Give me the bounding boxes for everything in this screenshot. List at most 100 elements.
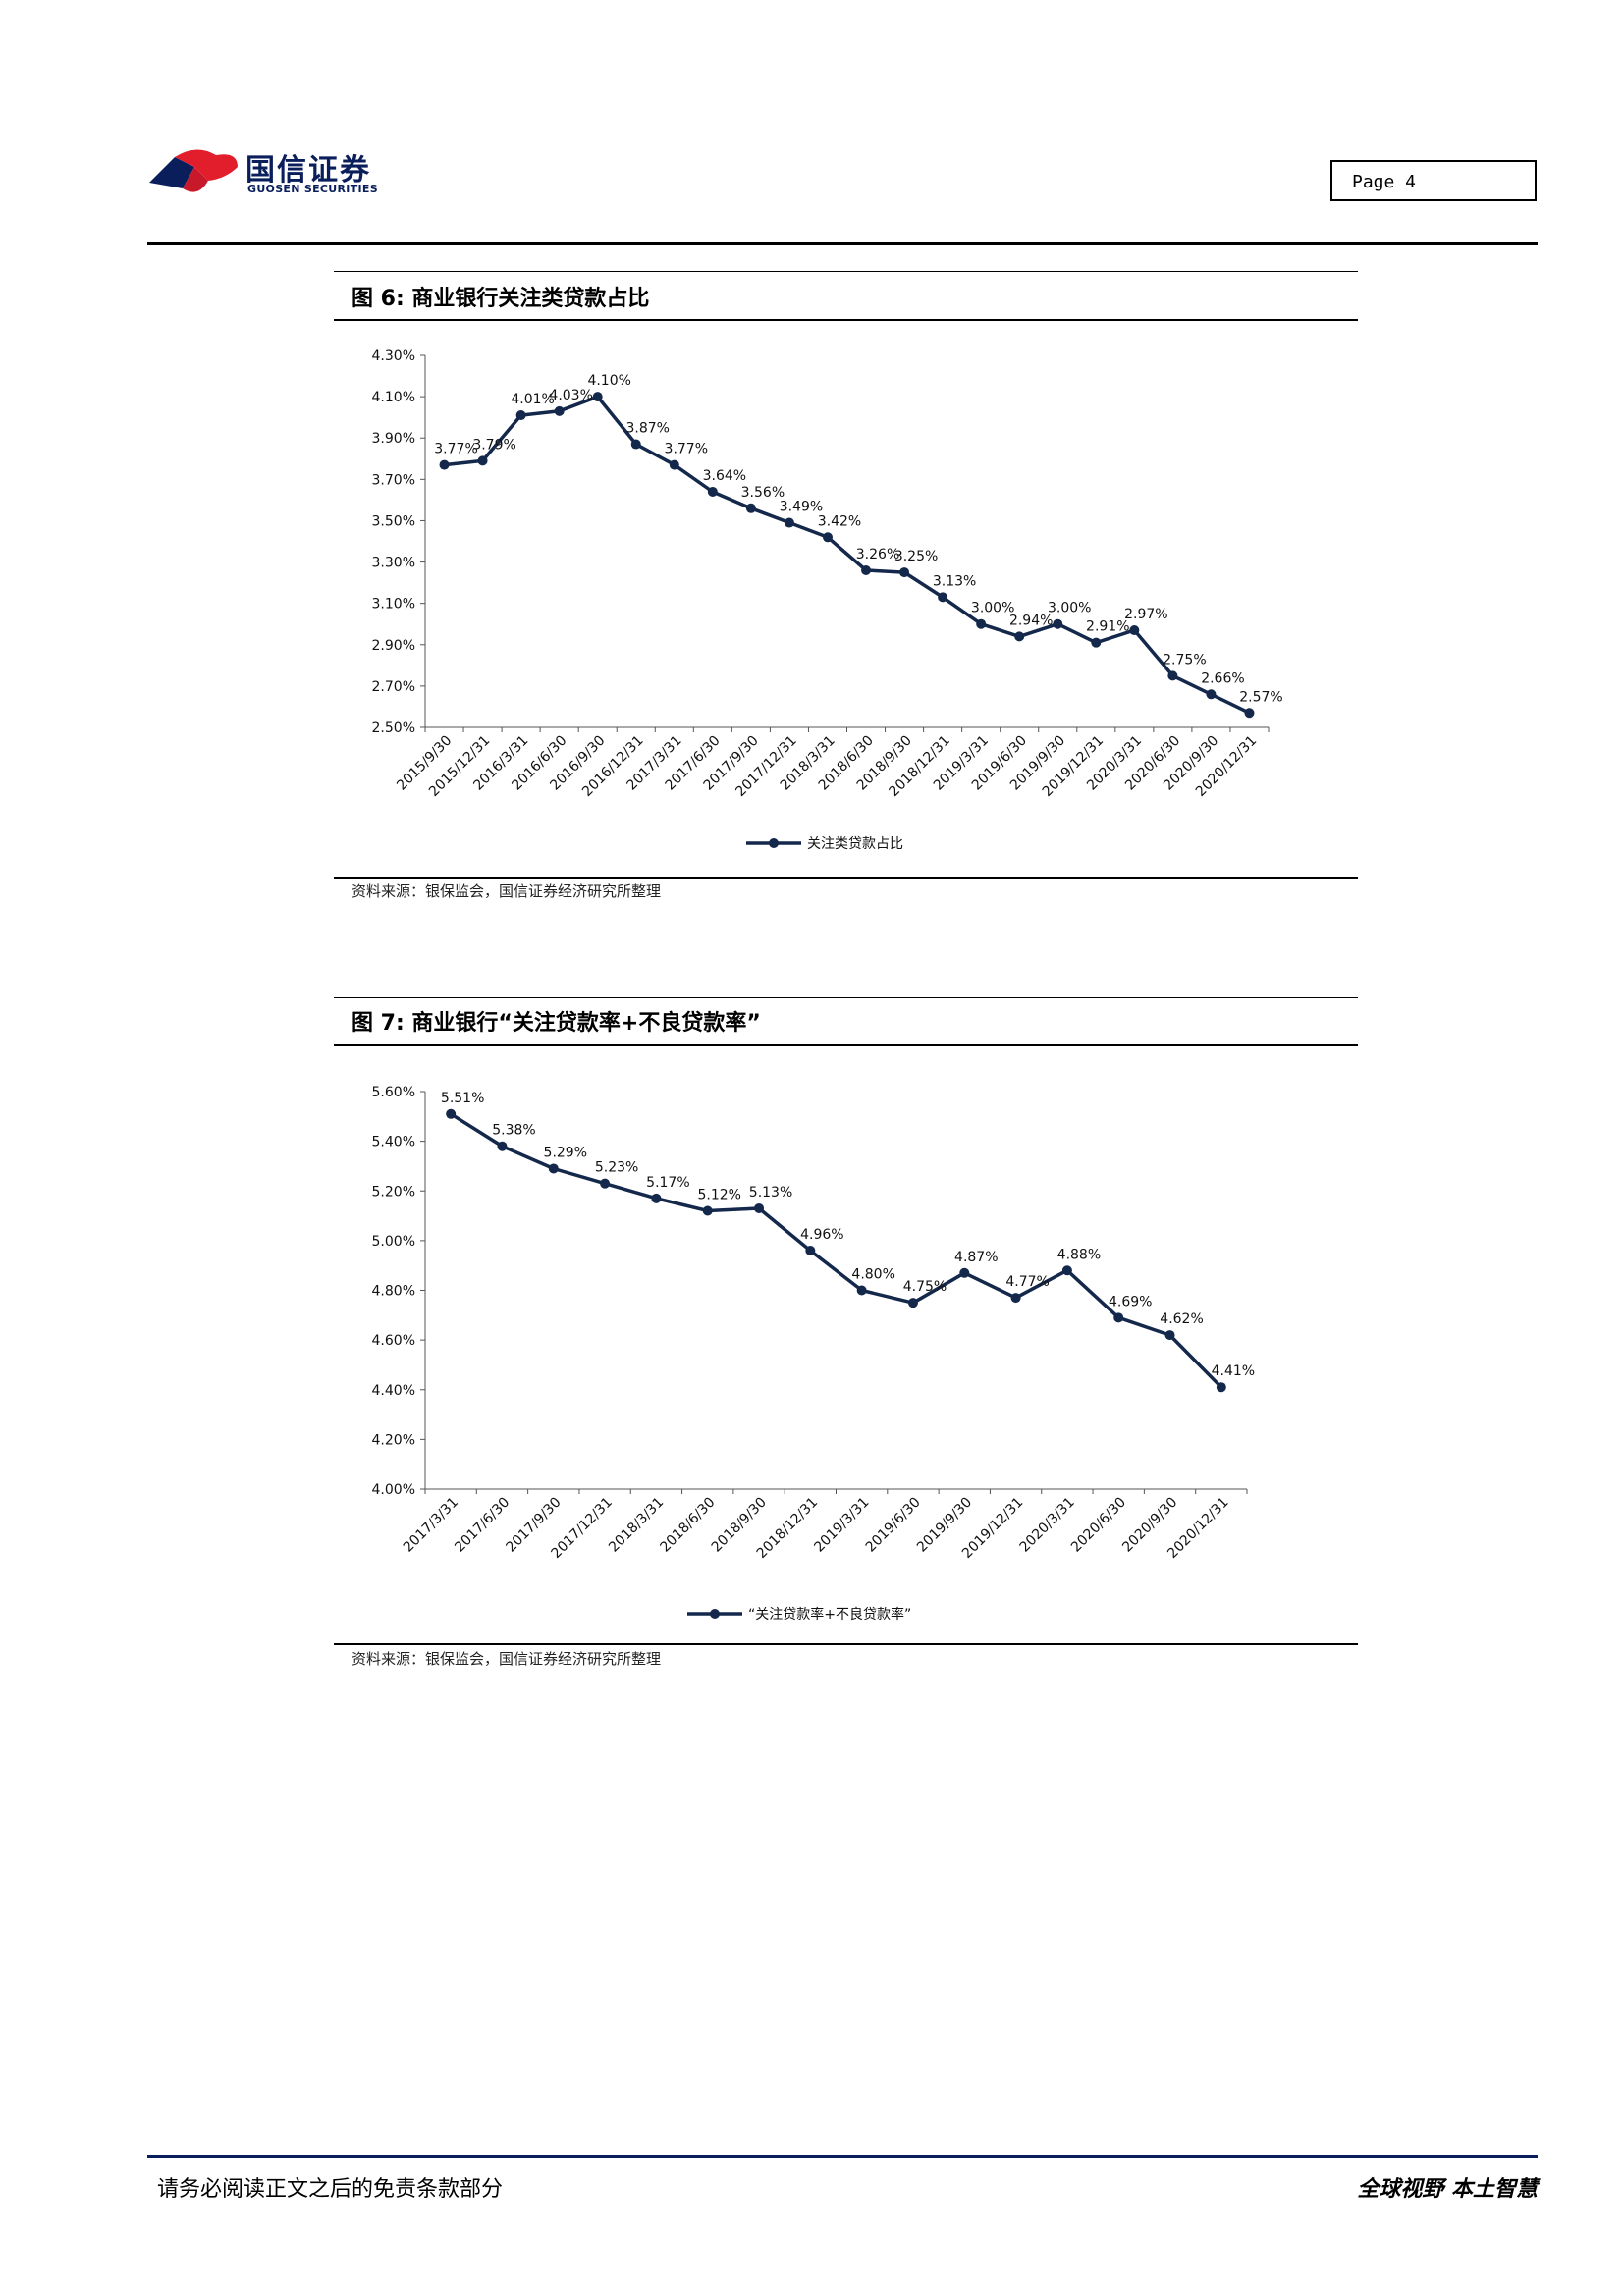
data-label: 5.29% bbox=[544, 1145, 587, 1160]
data-label: 3.77% bbox=[434, 442, 477, 457]
data-point bbox=[899, 567, 910, 578]
data-label: 4.77% bbox=[1005, 1274, 1049, 1290]
data-point bbox=[669, 459, 679, 470]
data-point bbox=[439, 459, 450, 470]
data-label: 3.87% bbox=[626, 421, 670, 437]
data-label: 5.17% bbox=[646, 1175, 689, 1191]
data-point bbox=[1053, 618, 1063, 629]
data-point bbox=[630, 439, 641, 450]
page-number-box: Page 4 bbox=[1330, 160, 1537, 201]
y-tick-label: 5.00% bbox=[372, 1234, 415, 1250]
y-tick-label: 3.70% bbox=[372, 472, 415, 488]
data-point bbox=[1014, 631, 1025, 642]
data-point bbox=[1113, 1312, 1124, 1323]
data-point bbox=[1091, 637, 1102, 648]
data-point bbox=[784, 517, 794, 528]
y-tick-label: 4.00% bbox=[372, 1482, 415, 1498]
data-label: 3.49% bbox=[780, 500, 823, 515]
data-point bbox=[907, 1298, 918, 1308]
y-tick-label: 5.20% bbox=[372, 1184, 415, 1200]
logo-english-name: GUOSEN SECURITIES bbox=[247, 183, 378, 195]
data-label: 4.10% bbox=[587, 373, 630, 389]
data-label: 5.38% bbox=[492, 1123, 535, 1139]
y-tick-label: 4.10% bbox=[372, 390, 415, 405]
data-point bbox=[856, 1285, 867, 1296]
x-tick-label: 2020/6/30 bbox=[1068, 1495, 1129, 1556]
logo-mark-icon bbox=[149, 149, 238, 192]
data-point bbox=[1164, 1330, 1175, 1341]
data-label: 4.01% bbox=[511, 392, 554, 407]
data-point bbox=[1206, 689, 1217, 700]
legend-label: 关注类贷款占比 bbox=[807, 836, 903, 852]
data-point bbox=[754, 1202, 765, 1213]
figure7-bottom-rule bbox=[334, 1643, 1358, 1645]
data-point bbox=[600, 1178, 611, 1189]
data-label: 2.94% bbox=[1009, 613, 1053, 628]
footer-slogan: 全球视野 本土智慧 bbox=[1357, 2176, 1538, 2202]
footer-divider bbox=[147, 2155, 1538, 2158]
company-logo: 国信证券 GUOSEN SECURITIES bbox=[147, 145, 383, 204]
y-tick-label: 2.70% bbox=[372, 679, 415, 695]
data-point bbox=[702, 1205, 713, 1216]
y-tick-label: 3.10% bbox=[372, 597, 415, 613]
data-point bbox=[707, 486, 718, 497]
data-label: 4.62% bbox=[1160, 1311, 1203, 1327]
page-number: Page 4 bbox=[1352, 172, 1417, 192]
series-line bbox=[450, 1112, 1223, 1389]
data-label: 3.42% bbox=[818, 513, 861, 529]
footer-disclaimer: 请务必阅读正文之后的免责条款部分 bbox=[157, 2177, 504, 2202]
x-tick-label: 2018/6/30 bbox=[657, 1495, 718, 1556]
data-label: 3.25% bbox=[894, 549, 938, 564]
data-label: 4.75% bbox=[903, 1279, 947, 1295]
data-point bbox=[976, 618, 987, 629]
legend-marker bbox=[710, 1609, 720, 1619]
data-point bbox=[497, 1141, 508, 1151]
data-label: 4.88% bbox=[1057, 1247, 1101, 1262]
y-tick-label: 2.50% bbox=[372, 721, 415, 736]
figure6-title-rule bbox=[334, 319, 1358, 321]
data-label: 4.87% bbox=[954, 1250, 998, 1265]
data-label: 5.13% bbox=[749, 1185, 792, 1201]
figure6-line-chart: 4.30% 4.10% 3.90% 3.70% 3.50% 3.30% 3.10% 2.90%… bbox=[372, 348, 1283, 852]
data-label: 4.41% bbox=[1212, 1363, 1255, 1379]
data-point bbox=[822, 532, 833, 543]
data-point bbox=[805, 1246, 816, 1255]
data-label: 4.03% bbox=[549, 388, 592, 403]
x-tick-label: 2018/3/31 bbox=[606, 1495, 667, 1556]
data-point bbox=[959, 1267, 970, 1278]
data-label: 3.00% bbox=[971, 601, 1014, 616]
data-label: 4.69% bbox=[1109, 1294, 1152, 1309]
data-point bbox=[1129, 625, 1140, 636]
y-tick-label: 4.20% bbox=[372, 1432, 415, 1448]
figure7-source-note: 资料来源：银保监会，国信证券经济研究所整理 bbox=[352, 1650, 662, 1668]
data-point bbox=[554, 405, 565, 416]
data-point bbox=[477, 455, 488, 466]
data-label: 3.64% bbox=[703, 468, 746, 484]
data-label: 3.77% bbox=[665, 442, 708, 457]
data-label: 3.79% bbox=[472, 437, 515, 453]
header-divider bbox=[147, 242, 1538, 245]
data-point bbox=[1167, 670, 1178, 681]
data-label: 3.13% bbox=[933, 573, 976, 589]
data-label: 4.80% bbox=[851, 1267, 894, 1283]
figure7-line-chart: 5.60% 5.40% 5.20% 5.00% 4.80% 4.60% 4.40% 4.20%… bbox=[372, 1085, 1256, 1623]
series-line bbox=[444, 395, 1251, 715]
data-label: 5.23% bbox=[595, 1160, 638, 1176]
data-point bbox=[861, 564, 872, 575]
data-point bbox=[592, 392, 603, 402]
data-label: 2.75% bbox=[1163, 652, 1206, 667]
data-point bbox=[548, 1163, 559, 1174]
figure6-top-rule bbox=[334, 271, 1358, 272]
y-tick-label: 3.90% bbox=[372, 431, 415, 447]
data-label: 3.00% bbox=[1048, 601, 1091, 616]
data-point bbox=[938, 592, 948, 603]
figure7-title-rule bbox=[334, 1044, 1358, 1046]
legend-marker bbox=[769, 838, 779, 848]
figure6-title: 图 6: 商业银行关注类贷款占比 bbox=[352, 287, 650, 311]
figure7-top-rule bbox=[334, 997, 1358, 998]
y-tick-label: 5.60% bbox=[372, 1085, 415, 1100]
y-tick-label: 4.60% bbox=[372, 1333, 415, 1349]
x-tick-label: 2019/6/30 bbox=[863, 1495, 924, 1556]
y-tick-label: 4.30% bbox=[372, 348, 415, 364]
data-point bbox=[515, 410, 526, 421]
